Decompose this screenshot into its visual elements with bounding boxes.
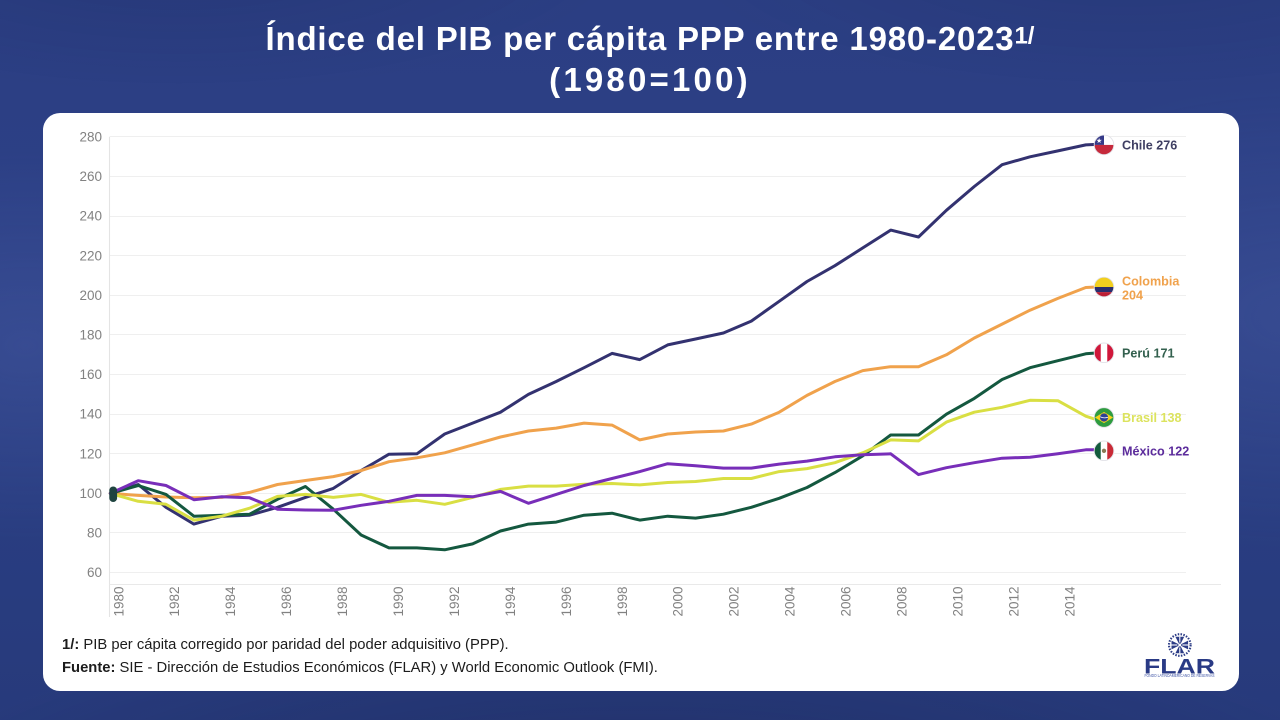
svg-text:260: 260 (79, 169, 102, 184)
svg-text:1992: 1992 (447, 586, 462, 616)
svg-text:2008: 2008 (895, 586, 910, 616)
svg-text:2012: 2012 (1006, 586, 1021, 616)
svg-text:2002: 2002 (727, 586, 742, 616)
svg-text:1988: 1988 (335, 586, 350, 616)
svg-text:Chile 276: Chile 276 (1122, 139, 1177, 153)
svg-text:2004: 2004 (783, 586, 798, 617)
svg-text:60: 60 (87, 565, 102, 580)
svg-text:FLAR: FLAR (1144, 656, 1215, 679)
svg-text:2006: 2006 (839, 586, 854, 616)
svg-text:2010: 2010 (950, 586, 965, 616)
svg-text:1996: 1996 (559, 586, 574, 616)
svg-text:220: 220 (79, 248, 102, 263)
svg-text:1998: 1998 (615, 586, 630, 616)
svg-text:80: 80 (87, 526, 102, 541)
svg-text:120: 120 (79, 446, 102, 461)
svg-text:240: 240 (79, 209, 102, 224)
svg-text:2014: 2014 (1062, 586, 1077, 617)
svg-text:México 122: México 122 (1122, 444, 1189, 458)
svg-text:1994: 1994 (503, 586, 518, 617)
svg-text:280: 280 (79, 130, 102, 145)
svg-text:1980: 1980 (111, 586, 126, 616)
svg-text:204: 204 (1122, 289, 1143, 303)
svg-text:1982: 1982 (167, 586, 182, 616)
svg-text:160: 160 (79, 367, 102, 382)
svg-text:180: 180 (79, 328, 102, 343)
svg-text:2000: 2000 (671, 586, 686, 616)
svg-text:1990: 1990 (391, 586, 406, 616)
svg-text:200: 200 (79, 288, 102, 303)
svg-text:FONDO LATINOAMERICANO DE RESER: FONDO LATINOAMERICANO DE RESERVAS (1145, 673, 1215, 678)
svg-text:Colombia: Colombia (1122, 275, 1180, 289)
svg-text:Brasil 138: Brasil 138 (1122, 411, 1182, 425)
svg-text:140: 140 (79, 407, 102, 422)
svg-text:1986: 1986 (279, 586, 294, 616)
svg-text:★: ★ (1096, 137, 1102, 145)
svg-text:Perú 171: Perú 171 (1122, 346, 1175, 360)
svg-text:100: 100 (79, 486, 102, 501)
svg-text:1984: 1984 (223, 586, 238, 617)
